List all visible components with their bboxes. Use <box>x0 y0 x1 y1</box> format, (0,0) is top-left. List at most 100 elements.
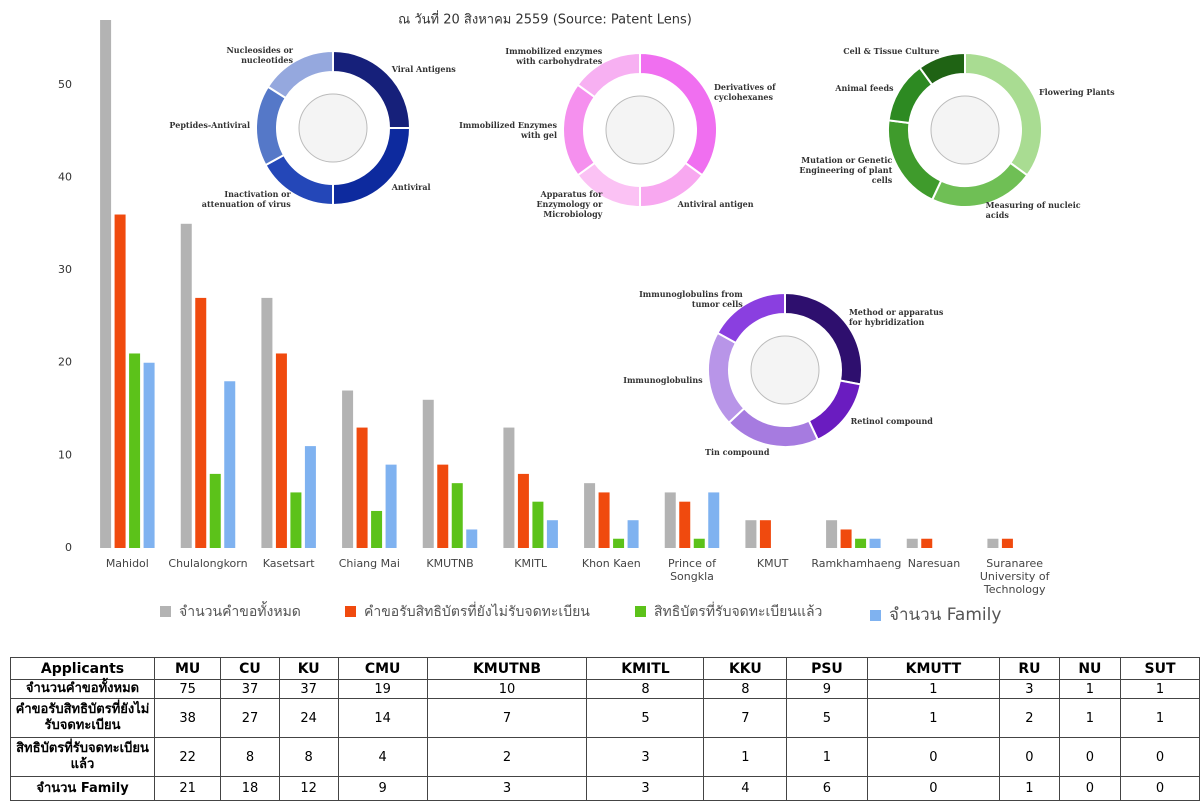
donut-segment <box>255 85 288 167</box>
donut-label: Derivatives of cyclohexanes <box>713 82 776 103</box>
cell: 0 <box>866 776 1001 801</box>
bar <box>826 520 838 548</box>
bar <box>180 223 192 548</box>
cell: 9 <box>786 679 868 699</box>
cell: 1 <box>1058 679 1122 699</box>
y-tick-label: 40 <box>58 170 72 183</box>
cell: 37 <box>278 679 339 699</box>
donut-label: Flowering Plants <box>1038 87 1115 98</box>
cell: 18 <box>220 776 280 801</box>
bar <box>598 492 610 548</box>
x-tick-label: Khon Kaen <box>581 557 641 570</box>
bar <box>114 214 126 549</box>
bar <box>422 399 434 548</box>
y-tick-label: 50 <box>58 78 72 91</box>
bar <box>840 529 852 548</box>
x-tick-label: Ramkhamhaeng <box>811 557 902 570</box>
x-tick-label: KMUT <box>756 557 789 570</box>
donut-label: Antiviral antigen <box>677 198 754 209</box>
bar <box>1001 538 1013 548</box>
y-tick-label: 30 <box>58 263 72 276</box>
donut-label: Inactivation or attenuation of virus <box>201 189 291 210</box>
header-cell: KU <box>278 657 339 680</box>
cell: 1 <box>1058 698 1122 738</box>
bar <box>921 538 933 548</box>
donut-segment <box>807 379 862 442</box>
x-tick-label: Prince of Songkla <box>668 557 716 583</box>
legend-swatch <box>635 606 646 617</box>
bar <box>209 473 221 548</box>
bar <box>290 492 302 548</box>
header-cell: KKU <box>703 657 788 680</box>
cell: 6 <box>786 776 868 801</box>
bar <box>275 353 287 548</box>
header-cell: SUT <box>1120 657 1200 680</box>
bar <box>261 297 273 548</box>
bar <box>437 464 449 548</box>
cell: 37 <box>220 679 280 699</box>
bar <box>869 538 881 548</box>
bar <box>451 483 463 548</box>
x-tick-label: Suranaree University of Technology <box>979 557 1050 596</box>
header-cell: RU <box>999 657 1060 680</box>
bar <box>627 520 639 548</box>
logo-placeholder <box>605 95 675 165</box>
legend-label: จำนวนคำขอทั้งหมด <box>179 604 301 620</box>
y-tick-label: 20 <box>58 356 72 369</box>
bar <box>708 492 720 548</box>
cell: 0 <box>1120 737 1200 777</box>
bar <box>532 501 544 548</box>
header-cell: MU <box>153 657 222 680</box>
donut-segment <box>576 51 641 99</box>
bar <box>906 538 918 548</box>
x-tick-label: Chiang Mai <box>338 557 400 570</box>
bar <box>759 520 771 548</box>
cell: 1 <box>866 698 1001 738</box>
cell: 1 <box>703 737 788 777</box>
header-cell: KMUTNB <box>426 657 588 680</box>
cell: 21 <box>153 776 222 801</box>
x-tick-label: Naresuan <box>907 557 961 570</box>
cell: 0 <box>1058 776 1122 801</box>
donut-label: Retinol compound <box>850 415 933 426</box>
cell: 7 <box>426 698 588 738</box>
cell: 22 <box>153 737 222 777</box>
donut-segment <box>266 49 334 100</box>
chart-title: ณ วันที่ 20 สิงหาคม 2559 (Source: Patent… <box>398 11 692 28</box>
legend-item: จำนวน Family <box>870 601 1001 628</box>
cell: 4 <box>337 737 428 777</box>
cell: 9 <box>337 776 428 801</box>
header-cell: PSU <box>786 657 868 680</box>
donut-label: Immunoglobulins from tumor cells <box>639 288 743 309</box>
logo-placeholder <box>750 335 820 405</box>
data-table: Applicants MU CU KU CMU KMUTNB KMITL KKU PSU KMUT… <box>10 657 1200 801</box>
y-tick-label: 0 <box>65 541 72 554</box>
bar <box>304 446 316 548</box>
y-tick-label: 10 <box>58 448 72 461</box>
header-cell: CU <box>220 657 280 680</box>
cell: 27 <box>220 698 280 738</box>
cell: 19 <box>337 679 428 699</box>
bar <box>143 362 155 548</box>
row-header: จำนวน Family <box>10 776 155 801</box>
donut-label: Viral Antigens <box>391 64 456 75</box>
legend-swatch <box>870 610 881 621</box>
cell: 1 <box>1120 698 1200 738</box>
bar <box>356 427 368 548</box>
donut-label: Apparatus for Enzymology or Microbiology <box>536 188 603 219</box>
cell: 10 <box>426 679 588 699</box>
bar <box>664 492 676 548</box>
cell: 14 <box>337 698 428 738</box>
row-header: คำขอรับสิทธิบัตรที่ยังไม่รับจดทะเบียน <box>10 698 155 738</box>
legend-item: คำขอรับสิทธิบัตรที่ยังไม่รับจดทะเบียน <box>345 601 590 623</box>
cell: 0 <box>1058 737 1122 777</box>
x-tick-label: Kasetsart <box>262 557 315 570</box>
cell: 3 <box>426 776 588 801</box>
cell: 7 <box>703 698 788 738</box>
bar <box>466 529 478 548</box>
cell: 4 <box>703 776 788 801</box>
bar <box>546 520 558 548</box>
x-tick-label: KMITL <box>514 557 548 570</box>
cell: 1 <box>786 737 868 777</box>
logo-placeholder <box>930 95 1000 165</box>
